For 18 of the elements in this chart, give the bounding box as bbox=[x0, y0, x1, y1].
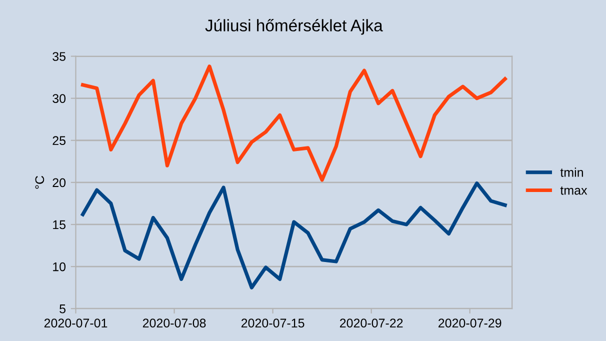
y-tick-label: 10 bbox=[53, 262, 66, 272]
y-tick-label: 15 bbox=[53, 220, 66, 230]
y-tick-label: 20 bbox=[52, 178, 66, 188]
x-tick-label: 2020-07-01 bbox=[44, 318, 108, 328]
y-tick-label: 35 bbox=[52, 52, 66, 61]
x-tick-label: 2020-07-22 bbox=[340, 318, 403, 328]
y-tick-label: 30 bbox=[52, 94, 66, 103]
legend-label: tmax bbox=[560, 186, 588, 195]
line-series bbox=[80, 64, 507, 182]
x-tick-label: 2020-07-29 bbox=[438, 318, 502, 328]
x-tick-label: 2020-07-08 bbox=[142, 318, 206, 328]
x-tick-label: 2020-07-15 bbox=[241, 318, 304, 328]
legend-label: tmin bbox=[560, 168, 583, 177]
y-tick-label: 5 bbox=[60, 304, 66, 314]
y-tick-label: 25 bbox=[52, 136, 66, 146]
line-series bbox=[80, 181, 507, 290]
chart-title: Júliusi hőmérséklet Ajka bbox=[205, 18, 383, 35]
y-axis-title: °C bbox=[35, 176, 44, 189]
